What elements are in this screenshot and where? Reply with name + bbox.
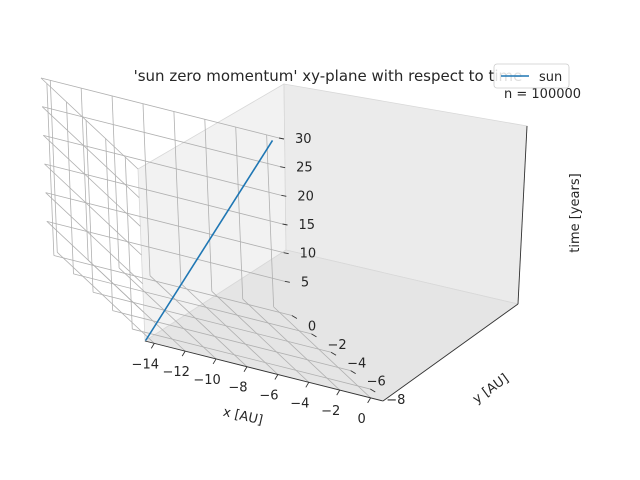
z-tick-label: 10 bbox=[300, 247, 317, 262]
grid-lines bbox=[40, 77, 371, 399]
x-tick-label: −6 bbox=[259, 389, 278, 404]
z-gridline-left bbox=[43, 135, 141, 227]
z-tick-label: 30 bbox=[295, 132, 312, 147]
z-gridline-left bbox=[46, 221, 145, 313]
x-tick bbox=[181, 350, 186, 357]
annotation-text: n = 100000 bbox=[504, 87, 581, 102]
x-tick-label: −10 bbox=[193, 373, 220, 388]
y-tick bbox=[370, 388, 376, 393]
z-tick bbox=[280, 166, 286, 169]
y-tick-label: 0 bbox=[308, 320, 316, 335]
z-gridline-left bbox=[41, 106, 140, 198]
z-tick bbox=[278, 137, 285, 140]
z-tick bbox=[281, 194, 287, 197]
y-tick-label: −6 bbox=[367, 375, 386, 390]
x-tick bbox=[305, 382, 310, 388]
series-line-sun bbox=[144, 139, 274, 341]
y-tick bbox=[291, 315, 298, 319]
z-tick-label: 5 bbox=[301, 275, 309, 290]
z-tick bbox=[283, 252, 289, 255]
y-axis-line bbox=[382, 303, 519, 402]
z-gridline-left bbox=[44, 163, 142, 256]
x-gridline-floor bbox=[180, 283, 279, 375]
z-tick bbox=[282, 223, 288, 226]
x-axis-line bbox=[144, 340, 384, 402]
z-tick-label: 15 bbox=[299, 218, 316, 233]
y-tick bbox=[311, 333, 317, 338]
x-tick bbox=[274, 374, 279, 380]
y-tick bbox=[350, 370, 356, 375]
z-gridline-left bbox=[45, 192, 143, 284]
z-tick-label: 20 bbox=[297, 189, 314, 204]
z-tick-label: 25 bbox=[296, 161, 313, 176]
legend: sun bbox=[493, 63, 570, 89]
z-axis-label: time [years] bbox=[568, 173, 583, 252]
z-gridline-left bbox=[40, 77, 139, 170]
y-gridline-floor bbox=[112, 310, 351, 372]
x-gridline-floor bbox=[118, 267, 217, 360]
x-tick bbox=[243, 366, 248, 372]
x-tick-label: −14 bbox=[132, 357, 159, 372]
x-gridline-floor bbox=[211, 291, 310, 383]
x-gridline-floor bbox=[149, 275, 248, 368]
x-tick-label: −2 bbox=[321, 404, 340, 419]
chart-title: 'sun zero momentum' xy-plane with respec… bbox=[134, 67, 523, 85]
y-tick-label: −8 bbox=[386, 393, 405, 408]
z-gridline-right bbox=[40, 77, 280, 139]
z-tick bbox=[284, 280, 290, 283]
z-axis-line bbox=[517, 125, 528, 305]
x-tick-label: −12 bbox=[162, 365, 189, 380]
x-tick bbox=[212, 358, 217, 365]
y-tick-label: −4 bbox=[347, 356, 366, 371]
legend-box bbox=[493, 63, 570, 89]
tick-marks bbox=[150, 137, 376, 404]
y-tick bbox=[330, 351, 337, 356]
x-gridline-floor bbox=[242, 298, 341, 391]
x-tick-label: −4 bbox=[290, 396, 309, 411]
x-tick bbox=[367, 397, 372, 404]
y-tick-label: −2 bbox=[327, 338, 346, 353]
y-gridline-floor bbox=[132, 328, 371, 390]
x-tick bbox=[150, 343, 155, 349]
x-tick bbox=[336, 389, 341, 396]
x-gridline-floor bbox=[273, 306, 371, 399]
x-tick-label: 0 bbox=[357, 412, 365, 427]
series-layer bbox=[144, 139, 274, 341]
legend-label-sun: sun bbox=[539, 70, 562, 85]
x-tick-label: −8 bbox=[228, 381, 247, 396]
